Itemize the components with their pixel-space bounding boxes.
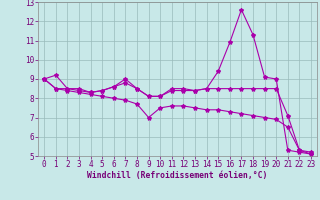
X-axis label: Windchill (Refroidissement éolien,°C): Windchill (Refroidissement éolien,°C) bbox=[87, 171, 268, 180]
